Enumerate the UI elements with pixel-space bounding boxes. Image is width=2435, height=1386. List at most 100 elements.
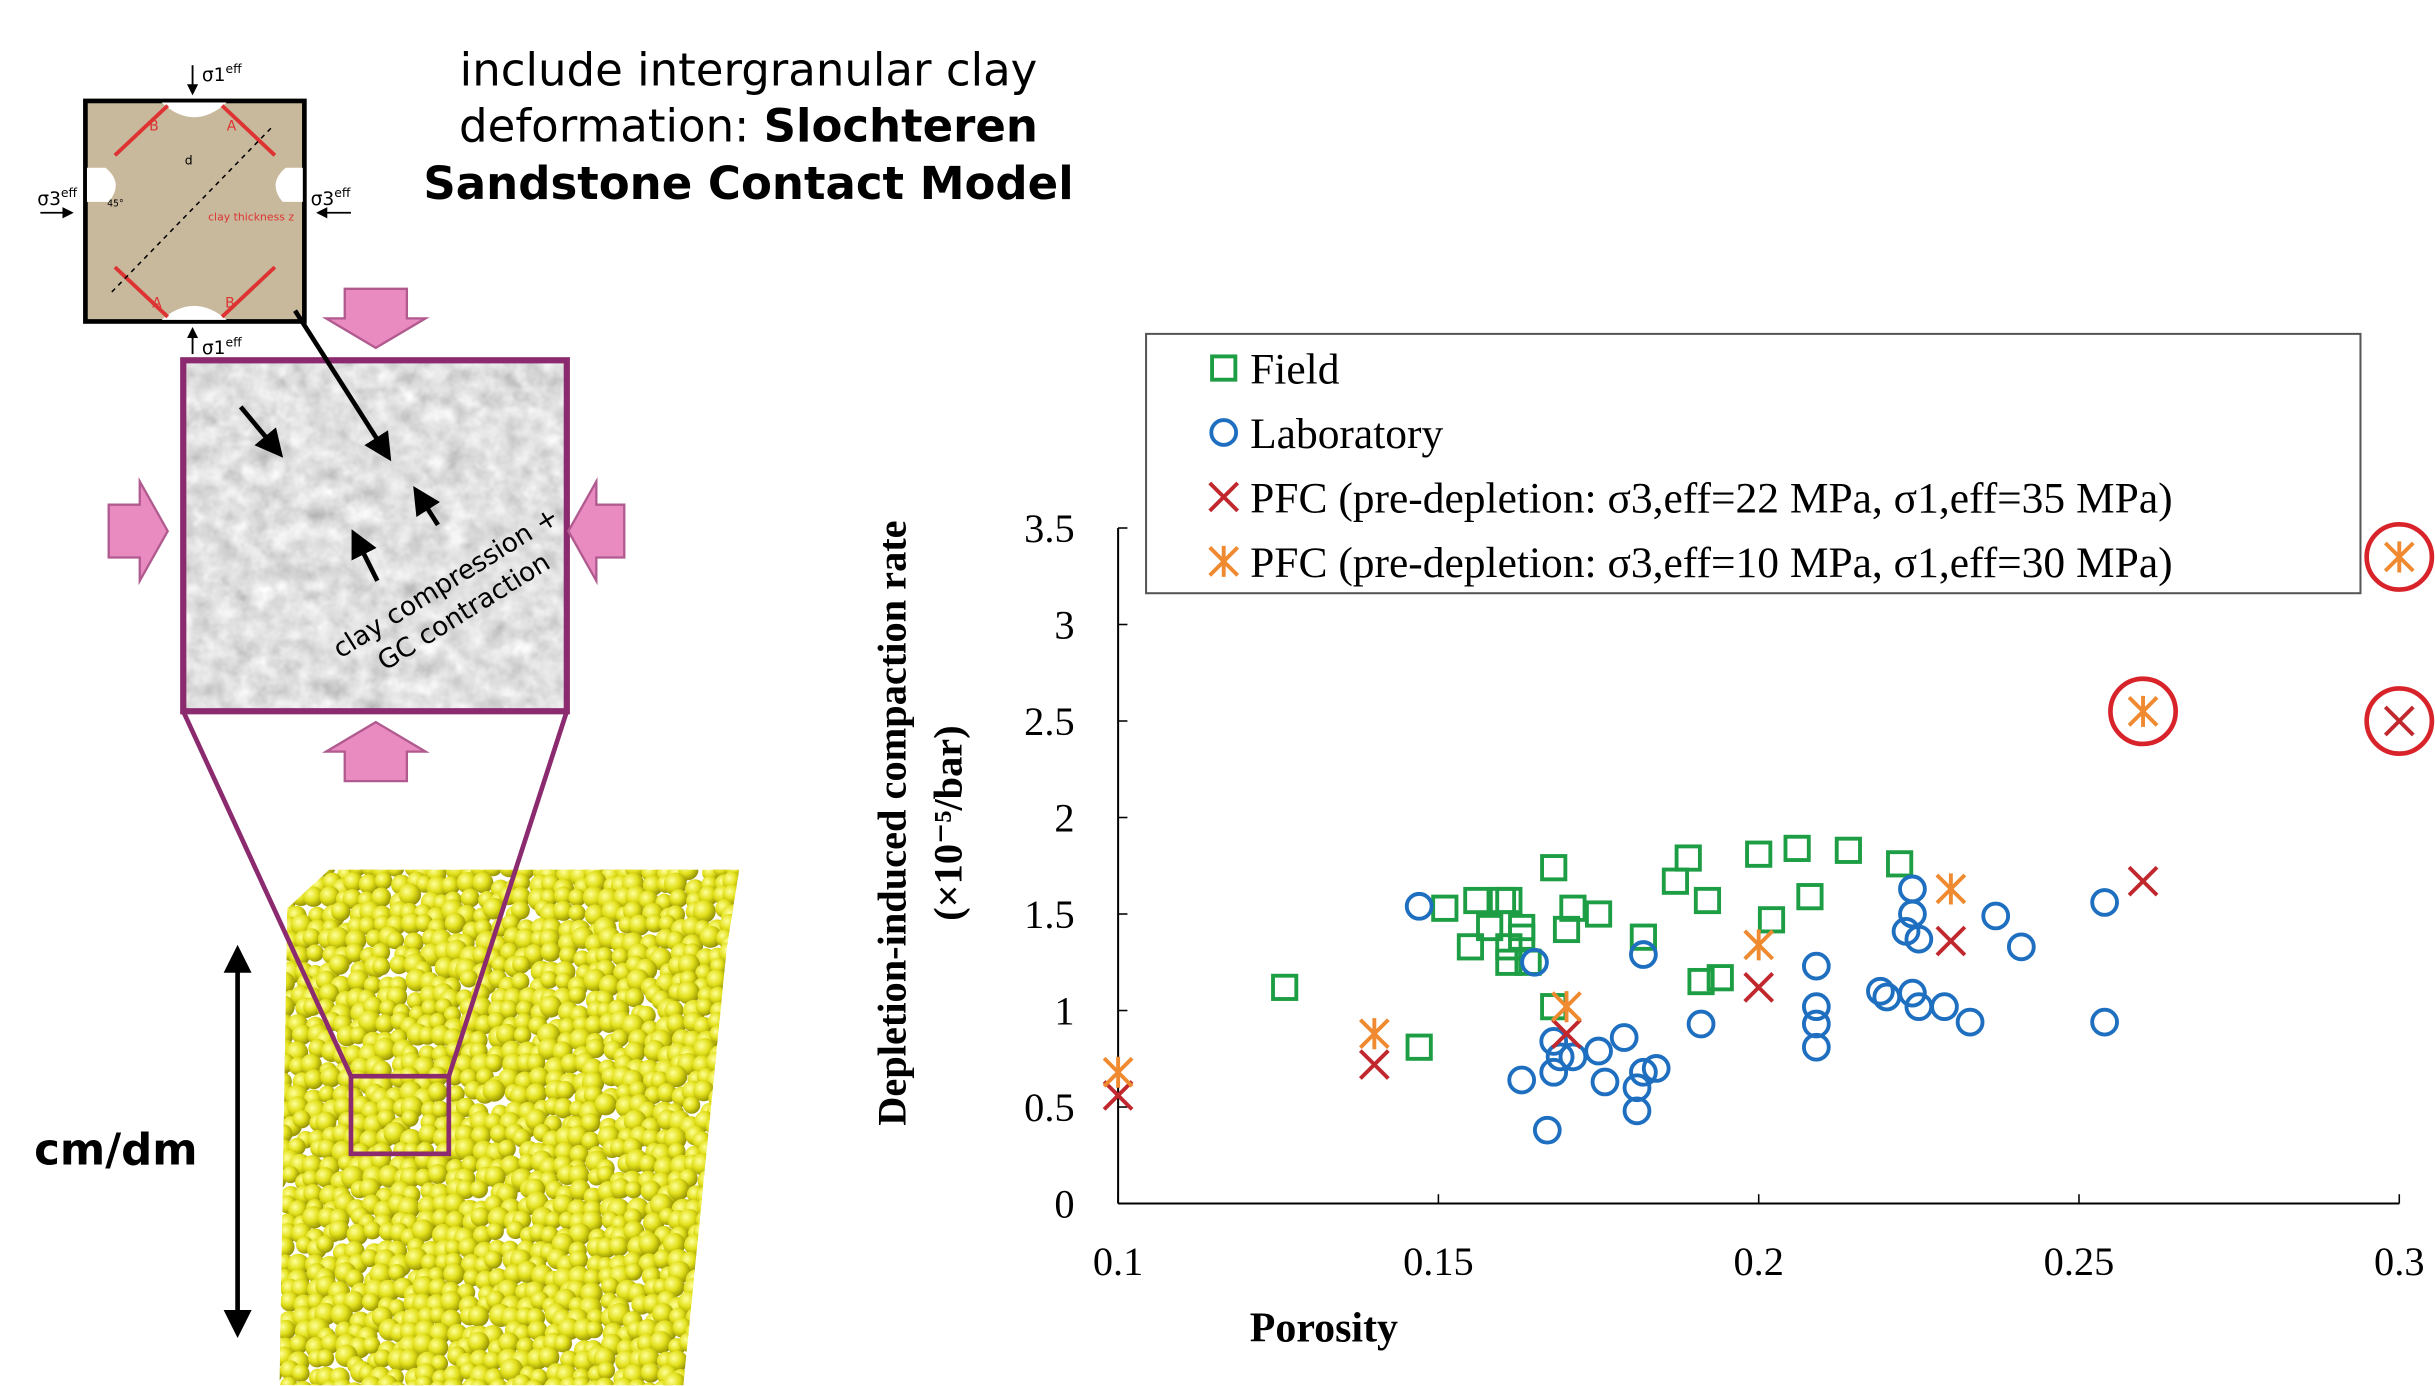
marker-asterisk (1208, 545, 1240, 577)
particle (709, 869, 731, 872)
particle (710, 1351, 733, 1374)
particle (528, 1066, 550, 1088)
particle (678, 869, 699, 880)
particle (342, 889, 363, 909)
particle (601, 1277, 620, 1296)
marker-circle (1801, 992, 1831, 1022)
particle (693, 1377, 714, 1386)
marker-square (1783, 834, 1811, 862)
particle (656, 1083, 677, 1103)
particle (724, 1281, 740, 1304)
particle (720, 1095, 740, 1116)
sigma-sup: eff (226, 61, 243, 76)
marker-asterisk (2383, 541, 2415, 573)
particle (316, 1235, 334, 1253)
particle (358, 1010, 382, 1034)
particle (401, 1109, 419, 1127)
marker-circle (1801, 951, 1831, 981)
marker-square (1463, 886, 1491, 915)
particle (723, 1140, 740, 1162)
particle (499, 1000, 519, 1019)
particle (308, 906, 326, 925)
angle-label: 45° (107, 199, 123, 210)
particle (568, 1250, 588, 1270)
particle (279, 1102, 281, 1121)
particle (422, 847, 441, 866)
particle (724, 1128, 740, 1150)
particle (711, 1367, 729, 1385)
particle (683, 1366, 702, 1384)
sigma-base: σ1 (202, 338, 226, 359)
particle (637, 846, 656, 865)
particle (279, 1194, 282, 1217)
particle (427, 1082, 448, 1102)
particle (580, 1112, 601, 1133)
particle (553, 1098, 574, 1119)
particle (638, 1154, 658, 1174)
particle (527, 1320, 548, 1341)
particle (331, 1378, 353, 1386)
particle (509, 1085, 531, 1107)
particle (496, 1023, 518, 1046)
particle (568, 986, 586, 1004)
particle (584, 1015, 604, 1035)
marker-circle (1898, 978, 1927, 1008)
legend: Field Laboratory PFC (pre-depletion: σ3,ef… (1145, 332, 2362, 595)
particle (275, 847, 295, 867)
particle (628, 914, 650, 936)
particle (709, 1025, 728, 1044)
particle (677, 953, 701, 977)
y-tick-label: 0 (1054, 1182, 1074, 1227)
particle (583, 1268, 602, 1288)
particle (303, 844, 325, 866)
particle (723, 843, 745, 865)
particle (665, 1065, 688, 1088)
particle (708, 1254, 726, 1273)
particle (447, 1085, 465, 1103)
particle (279, 1110, 286, 1133)
x-tick-label: 0.25 (2044, 1239, 2115, 1284)
particle (377, 1375, 399, 1386)
particle (726, 1322, 740, 1340)
particle (638, 1233, 661, 1256)
marker-x (1102, 1080, 1134, 1111)
particle (343, 871, 364, 893)
particle (569, 1144, 589, 1165)
particle (678, 1332, 699, 1352)
particle (572, 1376, 591, 1386)
marker-circle (1507, 1065, 1537, 1095)
particle (306, 944, 324, 962)
marker-x (1743, 972, 1775, 1003)
particle (538, 1346, 560, 1368)
y-axis-label: (×10⁻⁵/bar) (925, 725, 970, 920)
particle (595, 869, 618, 871)
sigma-label: σ3eff (37, 185, 77, 210)
highlight-ring (2364, 686, 2435, 756)
micrograph: clay compression + GC contraction (107, 287, 626, 783)
particle (699, 925, 722, 948)
marker-circle (1686, 1009, 1716, 1039)
particle (355, 869, 379, 873)
particle (720, 1010, 740, 1033)
y-tick-label: 2.5 (1024, 699, 1074, 744)
particle (441, 876, 461, 895)
particle (460, 888, 480, 908)
highlight-ring (2364, 522, 2435, 592)
particle-cube (275, 843, 745, 1386)
clay-contacts (113, 104, 277, 319)
particle (472, 872, 494, 894)
marker-circle (2006, 932, 2036, 962)
particle (489, 1378, 508, 1386)
particle (349, 848, 367, 866)
particle (330, 1303, 353, 1326)
particle (444, 912, 466, 934)
marker-circle (1558, 1042, 1588, 1072)
particle (279, 1044, 286, 1067)
particle (524, 944, 545, 965)
particle (713, 1172, 734, 1193)
particle (363, 1221, 382, 1240)
particle (653, 1249, 673, 1269)
particle (727, 1167, 740, 1188)
particle (705, 969, 728, 992)
particle (540, 970, 559, 989)
